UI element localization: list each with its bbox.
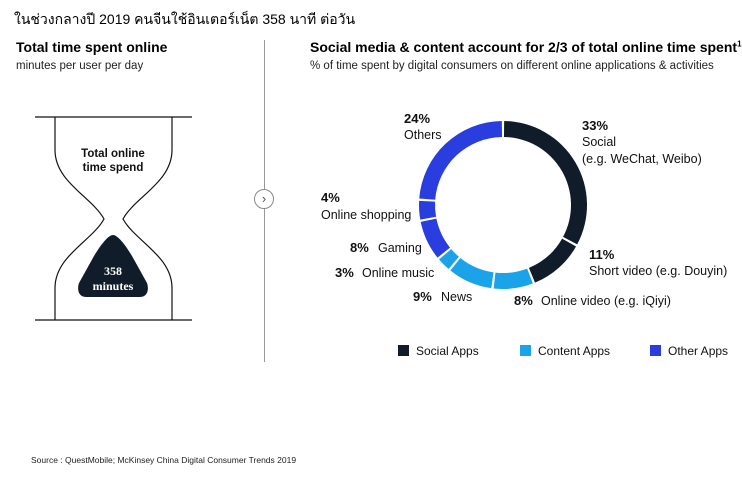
slice-social-label: Social [582,135,616,149]
slice-short-video-pct: 11% [589,247,615,262]
slice-others-label: Others [404,128,442,142]
hourglass-sand [78,235,148,297]
slice-online-shopping-label: Online shopping [321,208,411,222]
legend-item-content: Content Apps [520,344,610,358]
donut-chart: 33% Social (e.g. WeChat, Weibo) 11% Shor… [321,111,727,308]
source-note: Source : QuestMobile; McKinsey China Dig… [31,455,297,465]
donut-slice-online [439,249,459,269]
slice-gaming-pct: 8% [350,240,369,255]
legend-swatch-other [650,345,661,356]
hourglass-label-line1: Total online [81,148,145,160]
page-title: ในช่วงกลางปี 2019 คนจีนใช้อินเตอร์เน็ต 3… [14,11,356,27]
hourglass-right-outline [122,117,173,320]
donut-slice-social [503,121,587,245]
hourglass-graphic: Total online time spend 358 minutes [35,116,192,321]
chart-title-footnote: 1 [737,39,742,49]
left-panel-subheading: minutes per user per day [16,60,144,72]
legend-item-social: Social Apps [398,344,479,358]
legend-swatch-content [520,345,531,356]
donut-slice-gaming [420,218,451,258]
legend-label-other: Other Apps [668,344,729,358]
hourglass-label-line2: time spend [83,162,144,174]
slice-others-pct: 24% [404,111,430,126]
donut-slice-others [419,121,503,200]
slice-news-label: News [441,290,472,304]
slice-short-video-label: Short video (e.g. Douyin) [589,264,727,278]
donut-slice-short [528,238,577,283]
slice-online-video-pct: 8% [514,293,533,308]
legend-label-content: Content Apps [538,344,611,358]
donut-slice-online [419,200,437,220]
time-unit: minutes [93,279,134,293]
donut-slice-online [493,268,533,289]
chart-subtitle: % of time spent by digital consumers on … [310,60,714,72]
slice-social-pct: 33% [582,118,608,133]
legend-swatch-social [398,345,409,356]
slice-social-detail: (e.g. WeChat, Weibo) [582,152,702,166]
donut-slices [419,121,587,289]
chart-title: Social media & content account for 2/3 o… [310,39,742,55]
legend-item-other: Other Apps [650,344,728,358]
slice-online-video-label: Online video (e.g. iQiyi) [541,294,671,308]
slice-news-pct: 9% [413,289,432,304]
chevron-right-icon[interactable]: › [254,189,274,209]
hourglass-left-outline [54,117,105,320]
time-value: 358 [104,264,122,278]
left-panel-heading: Total time spent online [16,39,168,55]
slice-online-music-pct: 3% [335,265,354,280]
slice-gaming-label: Gaming [378,241,422,255]
legend-label-social: Social Apps [416,344,479,358]
donut-slice-news [450,257,494,289]
slice-online-music-label: Online music [362,266,434,280]
slice-online-shopping-pct: 4% [321,190,340,205]
chart-title-text: Social media & content account for 2/3 o… [310,39,738,55]
